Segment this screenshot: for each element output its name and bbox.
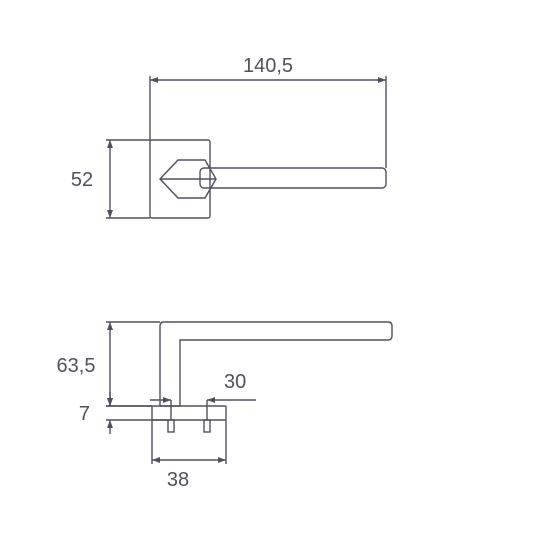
- side-view: 63,5 7 38 30: [57, 322, 392, 491]
- dim-38: 38: [167, 469, 189, 491]
- dim-30: 30: [224, 371, 246, 393]
- dim-140-5: 140,5: [243, 55, 293, 77]
- dim-63-5: 63,5: [57, 355, 96, 377]
- top-view: 140,5 52: [71, 55, 386, 218]
- technical-drawing: 140,5 52 63,5 7 38 30: [0, 0, 550, 550]
- dim-7: 7: [79, 403, 90, 425]
- dim-52: 52: [71, 169, 93, 191]
